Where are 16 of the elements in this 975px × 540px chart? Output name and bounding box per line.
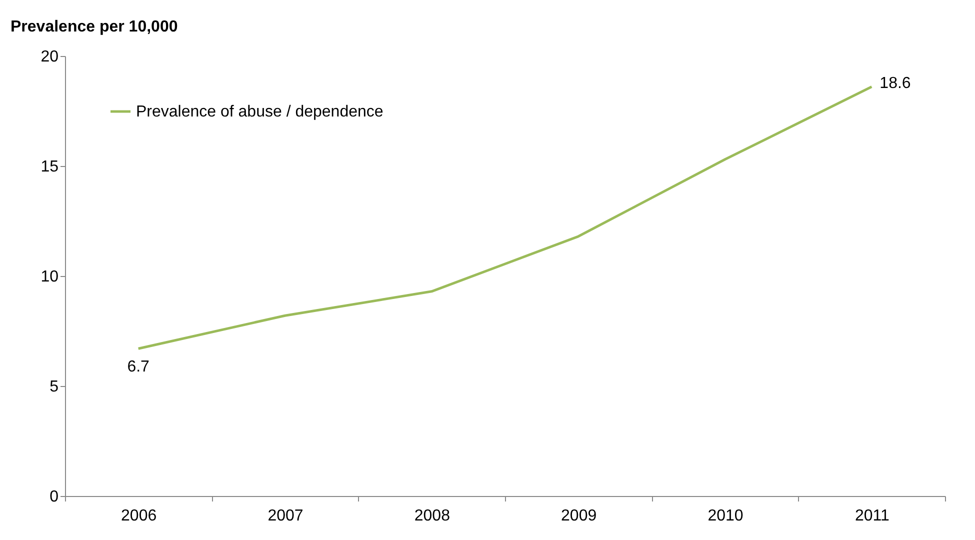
y-tick-label: 10 [40,268,59,286]
data-label: 18.6 [880,74,911,92]
y-tick-label: 15 [40,158,59,176]
y-tick-label: 0 [50,488,59,506]
y-tick-label: 20 [40,48,59,66]
x-tick-label: 2009 [561,508,597,524]
x-tick-label: 2011 [854,508,890,524]
line-series [137,86,873,350]
x-tick-label: 2007 [268,508,304,524]
x-tick-label: 2006 [121,508,157,524]
y-tick-label: 5 [50,378,59,396]
y-axis-title: Prevalence per 10,000 [10,18,178,36]
legend-label: Prevalence of abuse / dependence [136,104,384,120]
x-tick-label: 2010 [708,508,744,524]
x-tick-label: 2008 [414,508,450,524]
data-label: 6.7 [127,358,150,376]
